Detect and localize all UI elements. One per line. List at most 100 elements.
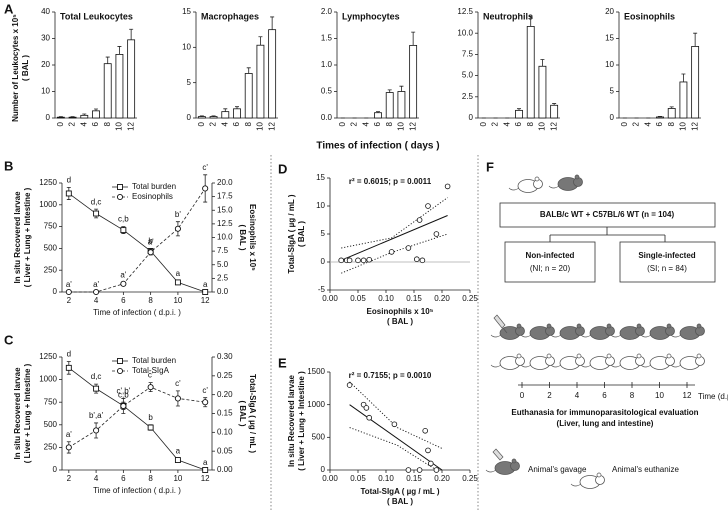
point — [120, 402, 127, 410]
legend-label: Total burden — [132, 182, 176, 191]
point — [346, 382, 353, 388]
mouse-tail — [610, 364, 622, 368]
significance-letter: d,c — [91, 197, 102, 206]
y-axis-title: In situ Recovered larvae — [13, 367, 22, 460]
y-axis-title: In situ Recovered larvae — [13, 191, 22, 284]
y-tick-label: 750 — [44, 222, 58, 231]
panel-label: F — [486, 159, 494, 174]
mouse-tail — [485, 469, 497, 473]
bar — [268, 29, 277, 119]
x-tick-label: 12 — [408, 121, 417, 130]
error-bar — [117, 46, 122, 55]
group-box — [504, 241, 596, 283]
y-tick-label: 0 — [53, 465, 58, 474]
error-bar — [82, 113, 87, 116]
axis — [477, 12, 560, 119]
point — [202, 289, 209, 295]
x-axis-title: Eosinophils x 10⁵ — [367, 307, 434, 316]
y-tick-label: 15 — [316, 173, 325, 182]
timeline-tick-label: 6 — [602, 391, 607, 400]
x-tick-label: 2 — [68, 121, 77, 126]
y-tick-label: 5 — [610, 87, 615, 96]
y-tick-label: 15 — [182, 7, 191, 16]
mouse-tail — [490, 364, 502, 368]
point — [93, 210, 100, 217]
legend-label: Animal's gavage — [528, 465, 587, 474]
y2-axis-unit: ( BAL ) — [238, 400, 247, 426]
bar — [56, 116, 65, 119]
y-tick-label: 1.5 — [321, 34, 333, 43]
bar — [256, 44, 265, 119]
y-tick-label: 5 — [321, 229, 326, 238]
y2-axis-title: Total-SIgA ( µg / mL ) — [248, 374, 257, 453]
x-tick-label: 0 — [197, 121, 206, 126]
mouse-ear — [516, 353, 522, 359]
y-tick-label: 250 — [44, 443, 58, 452]
x-axis-title: Time of infection ( d.p.i. ) — [93, 486, 181, 495]
significance-letter: a' — [93, 280, 99, 289]
x-tick-label: 6 — [121, 474, 126, 483]
x-tick-label: 8 — [244, 121, 253, 126]
euthanasia-note: Euthanasia for immunoparasitological eva… — [511, 408, 698, 417]
panel-label: E — [278, 355, 287, 370]
point — [422, 427, 429, 434]
significance-letter: d — [67, 175, 71, 184]
x-tick-label: 0 — [338, 121, 347, 126]
x-tick-label: 0 — [479, 121, 488, 126]
bar — [244, 73, 253, 119]
x-tick-label: 4 — [79, 121, 88, 126]
y-axis-title: Number of Leukocytes x 10⁵ — [11, 14, 20, 122]
mouse-ear — [576, 323, 582, 329]
timeline-tick-label: 4 — [575, 391, 580, 400]
x-tick-label: 0.25 — [462, 474, 478, 483]
significance-letter: c,b — [118, 215, 129, 224]
legend-label: Animal's euthanize — [612, 465, 679, 474]
error-bar — [528, 15, 533, 27]
point — [416, 217, 423, 223]
bar — [397, 91, 406, 119]
bar — [667, 108, 676, 119]
y-tick-label: 5.0 — [217, 260, 229, 269]
x-tick-label: 8 — [148, 474, 153, 483]
point — [147, 424, 154, 431]
mouse-tail — [490, 334, 502, 338]
x-tick-label: 4 — [643, 121, 652, 126]
bar — [409, 44, 418, 119]
mouse-ear — [636, 353, 642, 359]
point — [147, 249, 154, 256]
organs-note: (Liver, lung and intestine) — [557, 419, 654, 428]
bar — [68, 116, 77, 119]
connector — [549, 227, 666, 242]
x-tick-label: 8 — [667, 121, 676, 126]
mouse-ear — [574, 174, 580, 180]
error-bar — [199, 115, 204, 117]
y-tick-label: 0 — [53, 287, 58, 296]
bar — [656, 116, 664, 119]
significance-letter: b — [148, 413, 153, 422]
y-tick-label: 1.0 — [321, 60, 333, 69]
y-tick-label: 0 — [610, 113, 615, 122]
significance-letter: c' — [202, 163, 208, 172]
point — [117, 184, 123, 190]
mouse-ear — [546, 323, 552, 329]
y-axis-unit: ( Liver + Lung + Intestine ) — [23, 363, 32, 463]
point — [433, 467, 440, 473]
y-tick-label: 10 — [182, 42, 191, 51]
mouse-tail — [570, 483, 582, 487]
mouse-ear — [666, 323, 672, 329]
point — [413, 256, 420, 263]
bar — [691, 46, 700, 119]
mouse-tail — [550, 364, 562, 368]
significance-letter: c' — [202, 386, 208, 395]
population: BALB/c WT + C57BL/6 WT (n = 104) — [540, 210, 675, 219]
group-name: Single-infected — [638, 251, 695, 260]
point — [174, 457, 181, 464]
significance-letter: c' — [148, 371, 154, 380]
y-axis-unit: ( BAL ) — [297, 221, 306, 247]
group-box — [619, 241, 716, 283]
y-tick-label: 1250 — [39, 178, 57, 187]
point — [355, 257, 361, 264]
mouse-ear — [696, 323, 702, 329]
x-tick-label: 4 — [361, 121, 370, 126]
